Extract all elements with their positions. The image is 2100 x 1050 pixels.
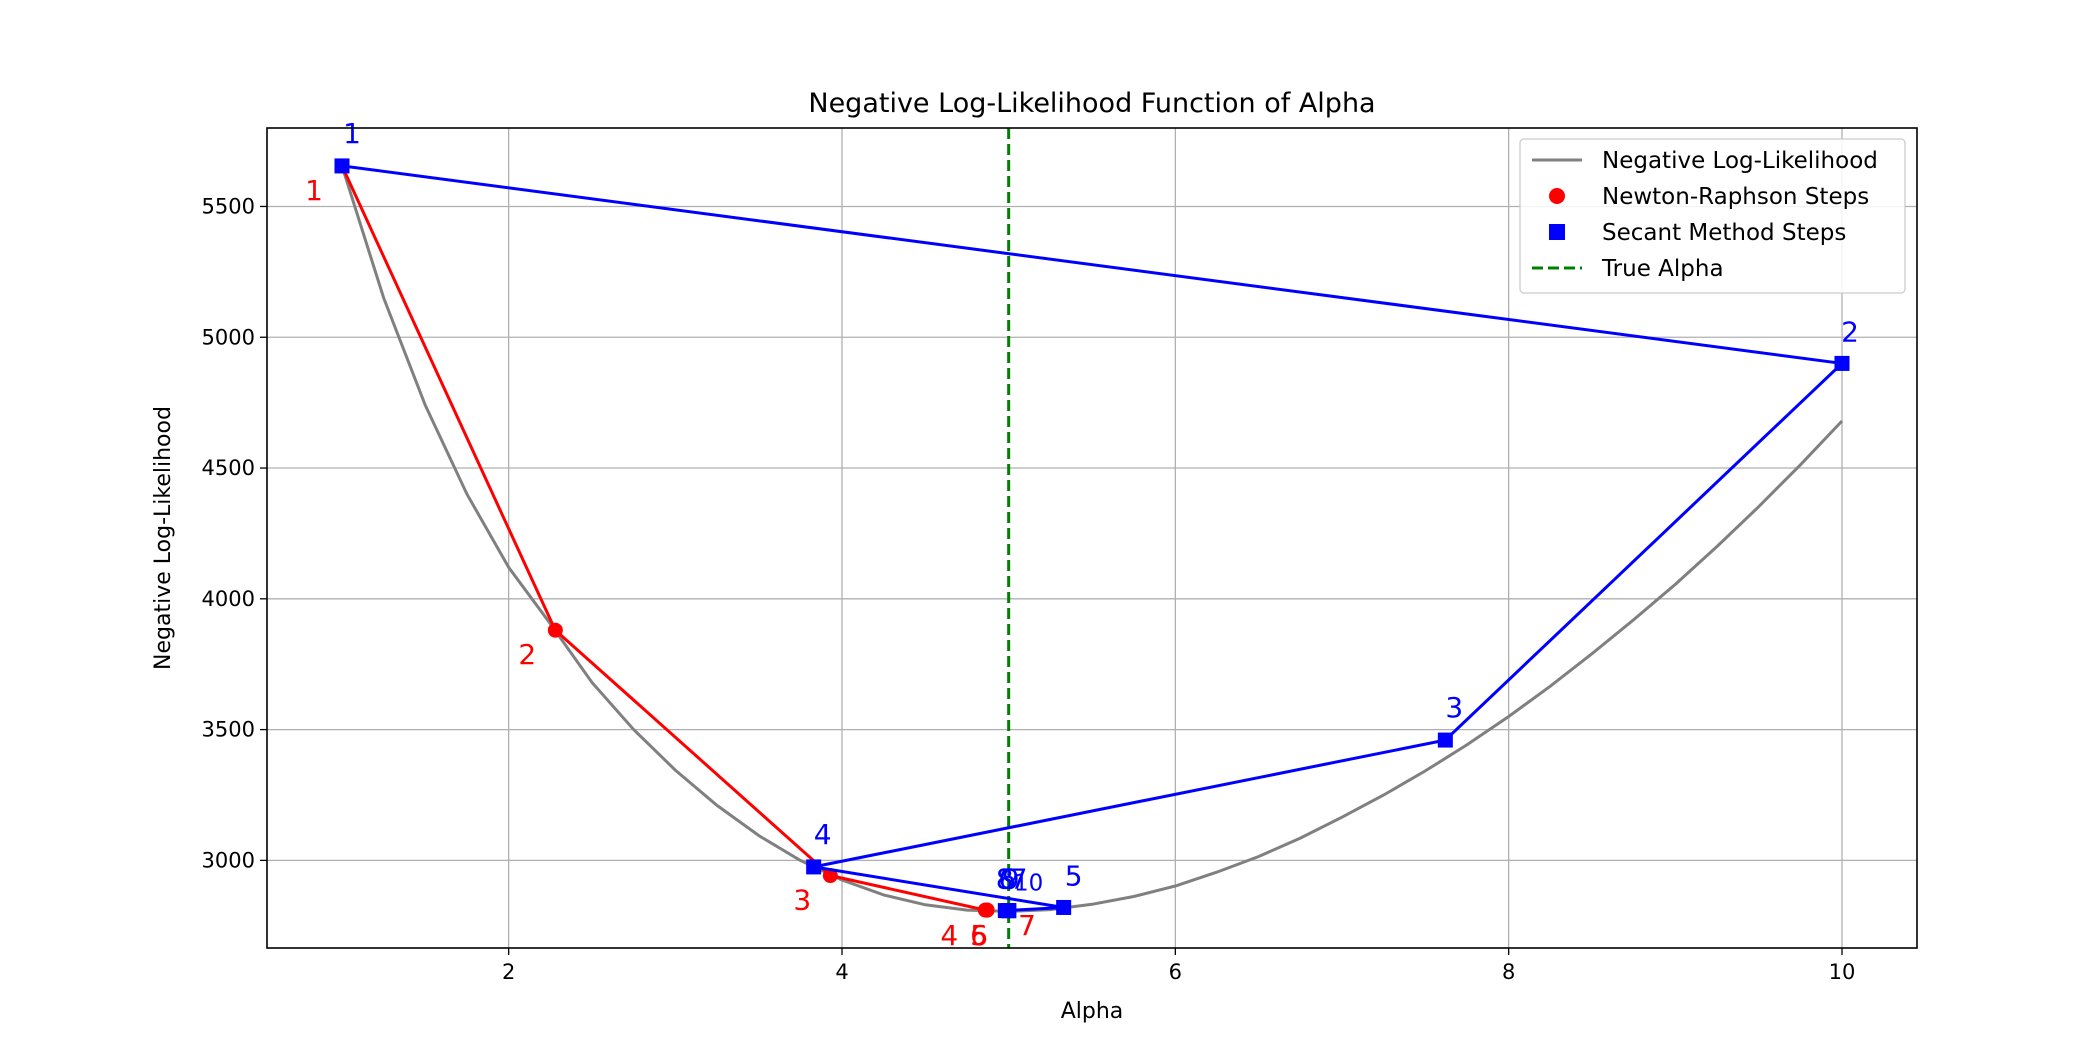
secant-point: [1834, 355, 1850, 371]
legend: Negative Log-Likelihood Newton-Raphson St…: [1519, 138, 1906, 294]
secant-step-label: 7: [1010, 863, 1028, 896]
secant-step-label: 9: [1002, 863, 1020, 896]
legend-label: True Alpha: [1601, 256, 1724, 282]
y-tick-label: 4500: [202, 456, 255, 480]
x-tick-label: 4: [835, 960, 848, 984]
newton-point: [547, 622, 563, 638]
legend-label: Secant Method Steps: [1602, 220, 1846, 246]
newton-step-label: 4: [940, 919, 958, 952]
legend-label: Newton-Raphson Steps: [1602, 184, 1869, 210]
newton-point: [979, 902, 995, 918]
newton-point: [822, 868, 838, 884]
legend-swatch-newton: [1549, 188, 1565, 204]
y-tick-label: 3000: [202, 848, 255, 872]
x-tick-label: 8: [1502, 960, 1515, 984]
chart-title: Negative Log-Likelihood Function of Alph…: [808, 88, 1375, 119]
secant-point: [334, 158, 350, 174]
secant-step-label: 1: [343, 117, 361, 150]
y-tick-label: 4000: [202, 587, 255, 611]
y-tick-label: 5000: [202, 325, 255, 349]
secant-point: [806, 859, 822, 875]
secant-step-label: 10: [1014, 871, 1043, 897]
secant-step-label: 3: [1445, 691, 1463, 724]
newton-step-label: 3: [793, 884, 811, 917]
newton-step-label: 1: [305, 174, 323, 207]
newton-step-label: 5: [970, 919, 988, 952]
plot-frame: [266, 127, 1918, 949]
y-tick-label: 5500: [202, 194, 255, 218]
x-tick-label: 2: [502, 960, 515, 984]
x-tick-label: 6: [1169, 960, 1182, 984]
legend-swatch-secant: [1549, 224, 1565, 240]
nll-curve: [340, 165, 1844, 913]
y-axis-label: Negative Log-Likelihood: [151, 406, 176, 670]
secant-step-label: 5: [1065, 859, 1083, 892]
x-axis-label: Alpha: [1061, 999, 1124, 1024]
newton-step-label: 7: [1018, 909, 1036, 942]
secant-step-label: 4: [814, 818, 832, 851]
legend-label: Negative Log-Likelihood: [1602, 148, 1878, 174]
curve-layer: [340, 165, 1844, 913]
y-tick-label: 3500: [202, 718, 255, 742]
newton-step-label: 6: [970, 919, 988, 952]
x-tick-label: 10: [1829, 960, 1856, 984]
secant-step-label: 2: [1841, 315, 1859, 348]
secant-point: [1437, 732, 1453, 748]
secant-step-label: 6: [998, 863, 1016, 896]
secant-step-label: 8: [996, 863, 1014, 896]
newton-step-label: 2: [518, 638, 536, 671]
secant-point: [1056, 899, 1072, 915]
secant-point: [1001, 903, 1017, 919]
legend-box: [1519, 138, 1906, 294]
